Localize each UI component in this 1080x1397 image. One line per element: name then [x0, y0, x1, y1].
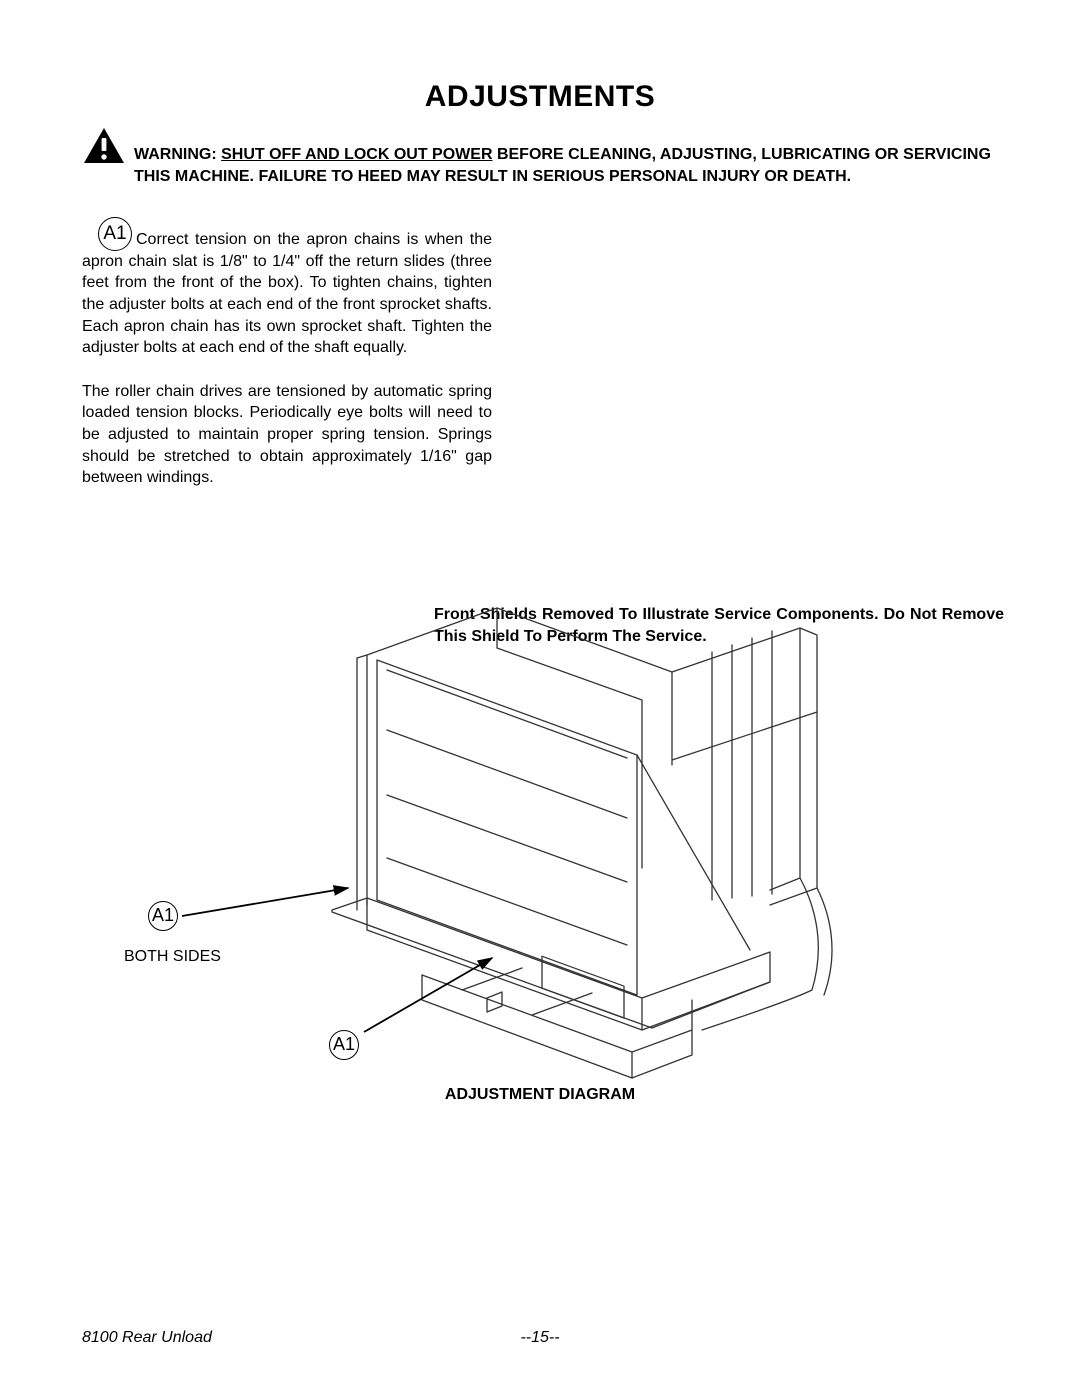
- warning-icon: [82, 126, 126, 171]
- arrow-upper: [180, 880, 360, 940]
- page-title: ADJUSTMENTS: [82, 80, 998, 114]
- warning-text: WARNING: SHUT OFF AND LOCK OUT POWER BEF…: [134, 144, 998, 187]
- both-sides-label: BOTH SIDES: [124, 948, 221, 966]
- warning-prefix: WARNING:: [134, 146, 221, 163]
- page-footer: 8100 Rear Unload --15--: [82, 1329, 998, 1347]
- paragraph-1: Correct tension on the apron chains is w…: [82, 229, 492, 359]
- left-text-column: A1 Correct tension on the apron chains i…: [82, 217, 492, 489]
- callout-a1-upper: A1: [148, 901, 178, 931]
- paragraph-2: The roller chain drives are tensioned by…: [82, 381, 492, 489]
- warning-underlined: SHUT OFF AND LOCK OUT POWER: [221, 146, 492, 163]
- arrow-lower: [362, 950, 512, 1040]
- diagram-caption: ADJUSTMENT DIAGRAM: [82, 1086, 998, 1104]
- warning-block: WARNING: SHUT OFF AND LOCK OUT POWER BEF…: [82, 144, 998, 187]
- callout-a1-lower: A1: [329, 1030, 359, 1060]
- footer-page-number: --15--: [82, 1329, 998, 1347]
- callout-a1-inline: A1: [98, 217, 132, 251]
- figure-zone: Front Shields Removed To Illustrate Serv…: [82, 580, 998, 1140]
